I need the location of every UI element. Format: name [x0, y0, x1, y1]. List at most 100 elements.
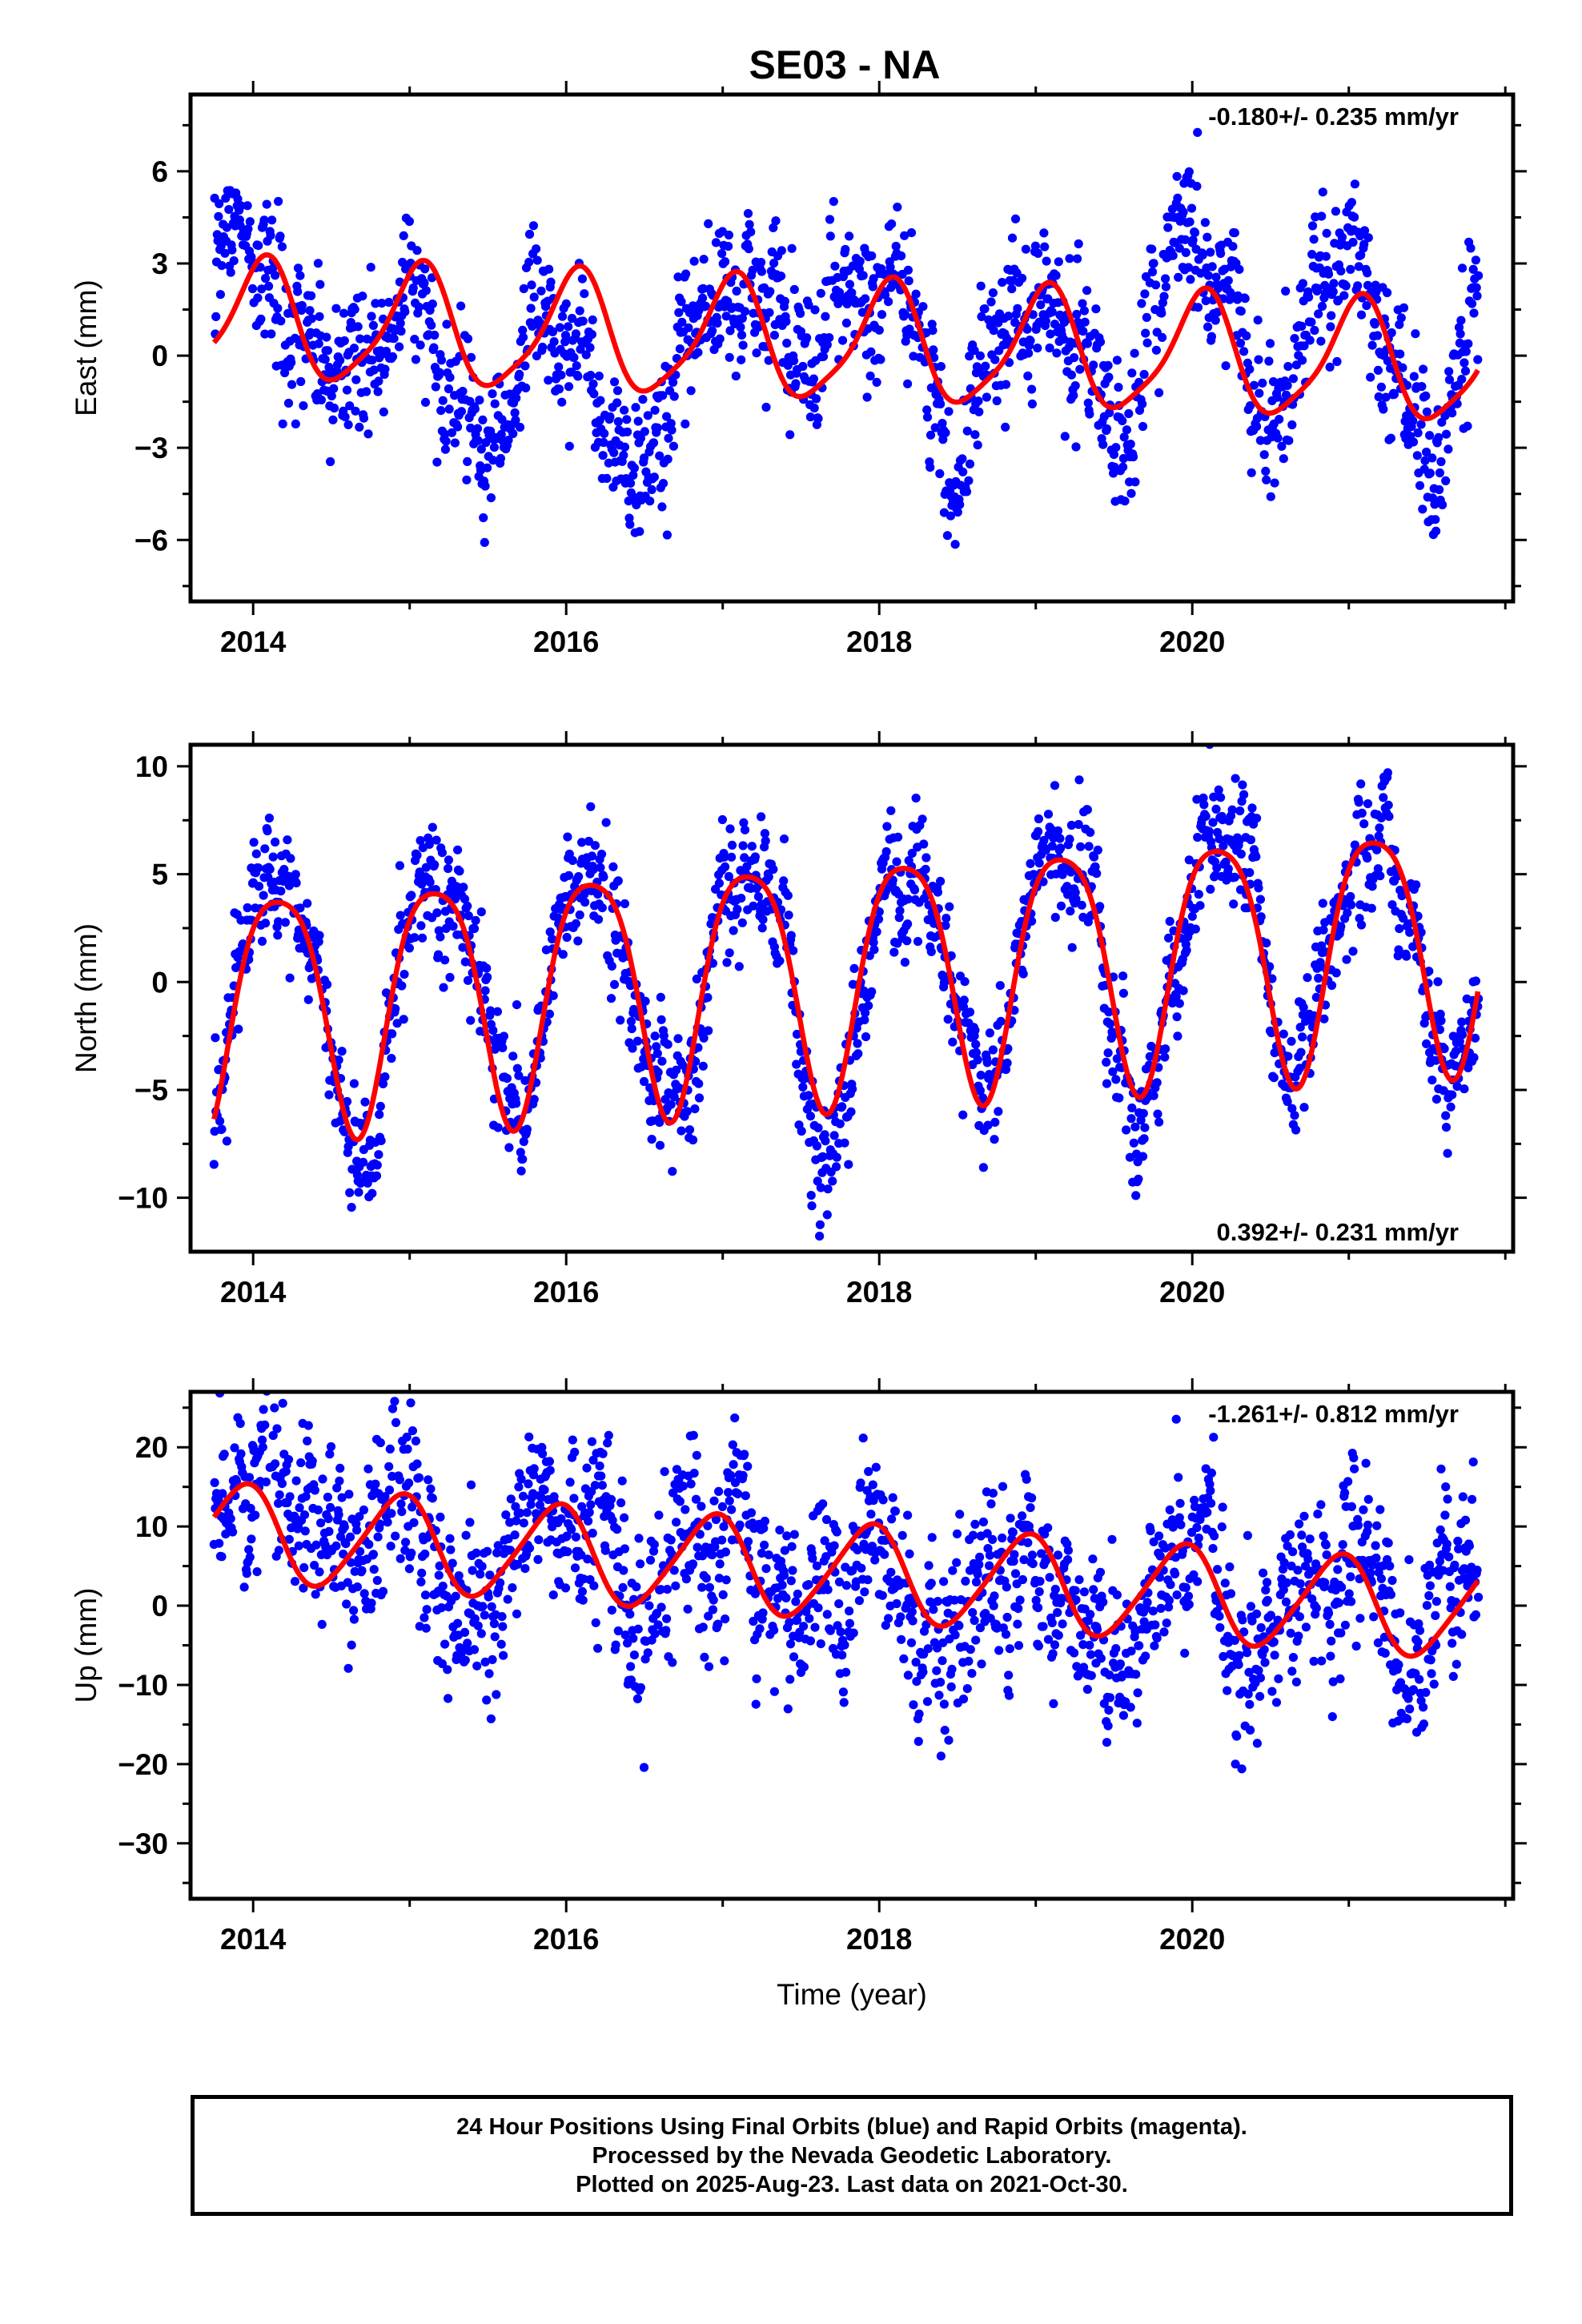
north-data-point [1436, 1015, 1446, 1026]
east-data-point [515, 369, 524, 379]
east-data-point [1443, 444, 1453, 454]
up-data-point [863, 1575, 873, 1585]
north-data-point [273, 931, 283, 940]
east-data-point [277, 242, 287, 251]
up-data-point [294, 1541, 303, 1550]
east-data-point [515, 422, 525, 432]
east-data-point [1051, 271, 1061, 280]
up-data-point [548, 1590, 558, 1600]
up-data-point [708, 1605, 718, 1614]
north-data-point [655, 1118, 665, 1128]
north-data-point [616, 1015, 625, 1025]
up-data-point [645, 1555, 656, 1565]
north-data-point [1191, 924, 1200, 934]
up-data-point [291, 1476, 301, 1486]
north-data-point [663, 1039, 673, 1049]
up-data-point [805, 1614, 814, 1623]
north-data-point [558, 950, 568, 959]
north-data-point [988, 1045, 998, 1055]
east-data-point [243, 201, 252, 211]
north-data-point [1431, 1095, 1441, 1104]
up-data-point [567, 1525, 576, 1534]
up-data-point [570, 1563, 580, 1573]
east-data-point [1441, 429, 1452, 439]
east-data-point [974, 407, 984, 416]
east-data-point [1468, 264, 1478, 274]
east-data-point [414, 302, 424, 312]
north-data-point [1167, 998, 1177, 1008]
north-data-point [1464, 1063, 1473, 1072]
up-data-point [896, 1612, 905, 1622]
up-data-point [769, 1687, 780, 1696]
east-data-point [1272, 392, 1282, 402]
east-data-point [1200, 218, 1210, 227]
east-data-point [818, 352, 829, 361]
north-data-point [1093, 845, 1102, 855]
up-data-point [799, 1622, 809, 1631]
up-data-point [653, 1620, 663, 1630]
east-data-point [307, 314, 316, 324]
up-data-point [1079, 1587, 1089, 1597]
north-data-point [688, 1135, 698, 1145]
east-data-point [787, 243, 797, 253]
up-data-point [669, 1566, 679, 1575]
up-data-point [1092, 1625, 1102, 1634]
up-data-point [424, 1475, 433, 1485]
north-data-point [516, 1148, 525, 1157]
north-data-point [1235, 806, 1245, 816]
east-data-point [1309, 235, 1319, 244]
east-data-point [432, 457, 442, 467]
up-data-point [496, 1639, 506, 1649]
east-data-point [1408, 437, 1419, 447]
east-data-point [416, 340, 425, 350]
east-data-point [884, 297, 893, 307]
north-data-point [704, 1026, 713, 1035]
north-data-point [548, 935, 557, 944]
north-data-point [985, 1028, 994, 1038]
east-data-point [560, 337, 570, 347]
up-data-point [300, 1526, 310, 1536]
up-data-point [971, 1635, 981, 1645]
north-data-point [1139, 1134, 1149, 1144]
east-data-point [371, 299, 380, 308]
north-data-point [1367, 903, 1376, 913]
up-data-point [628, 1634, 638, 1643]
east-data-point [825, 215, 835, 224]
east-data-point [887, 219, 897, 229]
east-data-point [962, 487, 972, 497]
east-data-point [1395, 320, 1404, 329]
north-data-point [412, 850, 422, 860]
east-data-point [977, 312, 986, 321]
north-data-point [399, 1015, 408, 1024]
north-data-point [1138, 1108, 1148, 1118]
up-data-point [678, 1482, 689, 1491]
east-data-point [1363, 233, 1373, 243]
up-data-point [719, 1522, 729, 1531]
up-data-point [588, 1455, 598, 1465]
east-data-point [473, 436, 483, 445]
up-data-point [318, 1474, 327, 1484]
east-data-point [649, 472, 659, 482]
east-data-point [1310, 325, 1319, 336]
north-data-point [945, 902, 954, 911]
up-data-point [743, 1537, 753, 1546]
up-data-point [837, 1651, 847, 1660]
east-data-point [1163, 223, 1173, 232]
up-data-point [914, 1709, 924, 1719]
east-data-point [381, 347, 391, 356]
north-data-point [1187, 911, 1197, 921]
north-data-point [970, 1025, 980, 1035]
east-data-point [1262, 475, 1271, 485]
up-data-point [368, 1550, 378, 1559]
up-data-point [618, 1582, 628, 1592]
north-data-point [1193, 833, 1203, 842]
up-data-point [536, 1493, 546, 1502]
east-data-point [1362, 301, 1371, 311]
east-data-point [1236, 307, 1246, 316]
up-data-point [534, 1535, 544, 1545]
east-data-point [708, 326, 717, 336]
north-data-point [264, 813, 274, 823]
up-data-point [420, 1549, 430, 1559]
east-data-point [561, 299, 571, 308]
up-data-point [299, 1583, 308, 1593]
